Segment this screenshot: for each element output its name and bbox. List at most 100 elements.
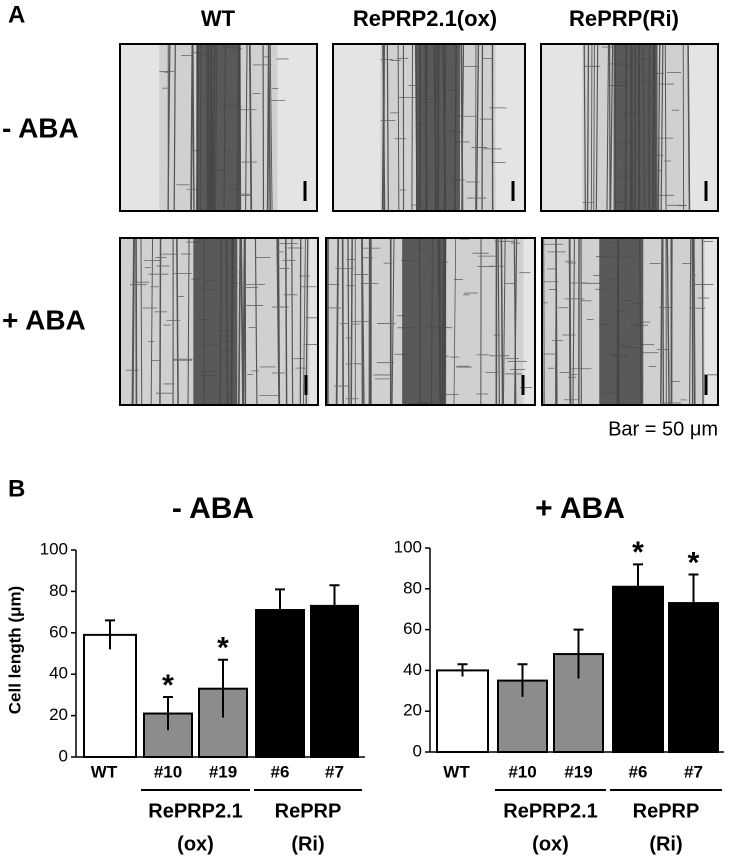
cell-wall xyxy=(593,44,595,211)
x-tick-label: #19 xyxy=(209,762,237,781)
cell-wall xyxy=(662,238,665,405)
y-tick-label: 20 xyxy=(49,705,68,724)
cell-wall xyxy=(667,238,670,405)
cell-wall xyxy=(140,238,143,405)
cell-wall xyxy=(554,238,557,405)
chart-title: + ABA xyxy=(535,492,625,525)
cell-wall xyxy=(173,44,176,211)
micrograph-content xyxy=(333,44,525,211)
stele xyxy=(415,44,460,211)
panel-label: B xyxy=(8,475,25,502)
error-bar xyxy=(517,663,528,697)
error-bar xyxy=(633,563,643,610)
x-tick-label: #6 xyxy=(271,762,290,781)
cell-wall xyxy=(502,238,506,405)
error-bar xyxy=(218,658,228,718)
cell-wall xyxy=(267,44,271,211)
bar xyxy=(436,669,489,754)
y-tick-label: 60 xyxy=(403,619,422,638)
cell-wall xyxy=(335,238,340,405)
x-tick-label: #10 xyxy=(154,762,182,781)
cell-wall xyxy=(150,238,154,405)
cell-wall xyxy=(245,44,248,211)
micrograph-content xyxy=(120,44,317,211)
cell-wall xyxy=(475,44,480,211)
cell-wall xyxy=(284,238,288,405)
x-tick-label: WT xyxy=(91,762,118,781)
x-tick-label: WT xyxy=(443,762,470,781)
x-tick-label: #6 xyxy=(629,762,648,781)
micrograph xyxy=(540,43,719,212)
micrograph-content xyxy=(541,44,718,211)
group-label: (ox) xyxy=(532,833,569,855)
cell-wall xyxy=(341,238,344,405)
error-bar xyxy=(163,695,173,731)
panel-label: A xyxy=(8,1,25,28)
significance-marker: * xyxy=(162,669,174,702)
frame xyxy=(332,43,526,212)
frame xyxy=(541,237,719,406)
y-tick-label: 60 xyxy=(49,622,68,641)
cell-wall xyxy=(658,44,660,211)
stele xyxy=(196,44,241,211)
error-bar xyxy=(275,588,285,631)
scale-note: Bar = 50 μm xyxy=(608,418,718,440)
micrograph xyxy=(332,43,526,212)
frame xyxy=(325,237,536,406)
stele xyxy=(599,238,644,405)
x-tick-label: #19 xyxy=(564,762,592,781)
row-label: - ABA xyxy=(2,112,79,143)
micrograph xyxy=(325,237,536,406)
column-label: RePRP(Ri) xyxy=(569,6,679,31)
cell-wall xyxy=(595,44,599,211)
group-label: RePRP xyxy=(275,800,342,822)
y-tick-label: 100 xyxy=(394,537,422,556)
significance-marker: * xyxy=(217,632,229,665)
micrographs xyxy=(119,43,719,406)
cell-wall xyxy=(664,44,667,211)
significance-marker: * xyxy=(688,546,700,579)
micrograph-content xyxy=(542,238,718,405)
row-label: + ABA xyxy=(2,304,86,335)
y-tick-label: 20 xyxy=(403,701,422,720)
cell-wall xyxy=(187,238,190,405)
column-label: RePRP2.1(ox) xyxy=(353,6,497,31)
frame xyxy=(119,43,318,212)
cell-wall xyxy=(303,238,306,405)
cell-wall xyxy=(386,44,389,211)
bar xyxy=(83,633,137,758)
error-bar xyxy=(457,663,468,677)
cell-wall xyxy=(692,238,696,405)
group-label: (ox) xyxy=(177,833,214,855)
cell-wall xyxy=(543,238,545,405)
cell-wall xyxy=(391,238,395,405)
x-tick-label: #7 xyxy=(325,762,344,781)
cell-wall xyxy=(411,44,414,211)
cell-wall xyxy=(590,44,593,211)
cell-wall xyxy=(291,238,294,405)
cell-wall xyxy=(701,238,704,405)
significance-marker: * xyxy=(632,536,644,569)
group-label: RePRP2.1 xyxy=(503,800,598,822)
cell-wall xyxy=(240,238,244,405)
bar xyxy=(612,585,664,754)
error-bar xyxy=(573,628,584,679)
cell-wall xyxy=(453,238,457,405)
cell-wall xyxy=(277,238,281,405)
micrograph xyxy=(119,43,318,212)
cell-wall xyxy=(606,44,610,211)
cell-wall xyxy=(269,44,273,211)
cell-wall xyxy=(513,238,517,405)
cell-wall xyxy=(238,238,242,405)
cell-wall xyxy=(583,44,586,211)
x-tick-label: #7 xyxy=(684,762,703,781)
error-bar xyxy=(105,619,115,650)
x-tick-label: #10 xyxy=(508,762,536,781)
cell-wall xyxy=(347,238,350,405)
frame xyxy=(119,237,319,406)
group-label: RePRP xyxy=(633,800,700,822)
cell-wall xyxy=(190,44,194,211)
chart-title: - ABA xyxy=(172,492,254,525)
cell-wall xyxy=(176,238,179,405)
